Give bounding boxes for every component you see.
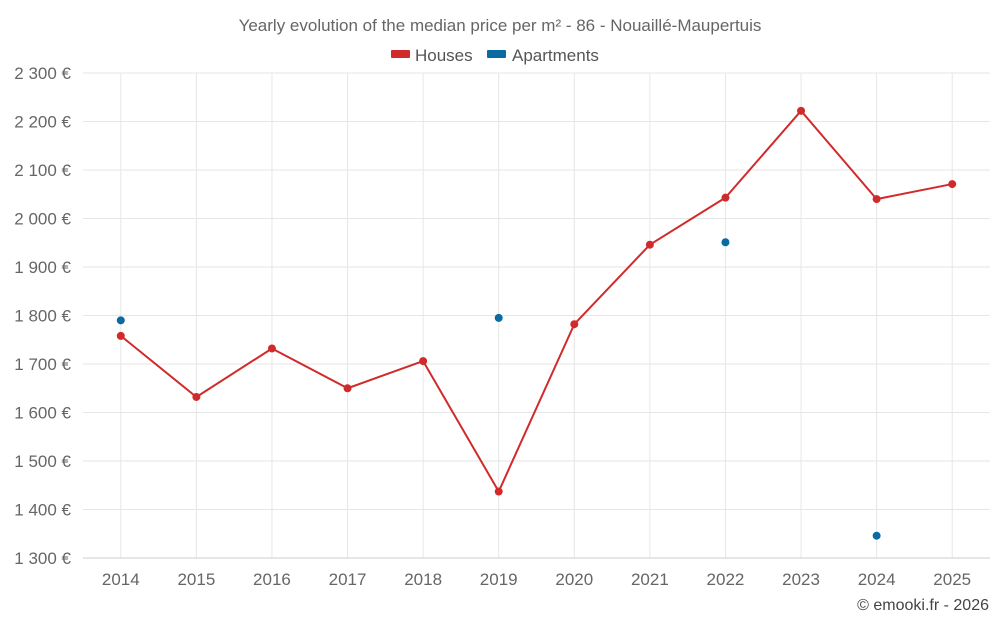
data-point-houses[interactable] bbox=[570, 320, 579, 329]
x-tick-label: 2022 bbox=[707, 570, 745, 589]
credit-text: © emooki.fr - 2026 bbox=[857, 597, 989, 614]
chart-title: Yearly evolution of the median price per… bbox=[239, 16, 762, 35]
y-tick-label: 2 100 € bbox=[14, 161, 71, 180]
data-point-houses[interactable] bbox=[419, 357, 428, 366]
x-tick-label: 2020 bbox=[555, 570, 593, 589]
series-line-houses bbox=[120, 109, 953, 493]
data-point-apartments[interactable] bbox=[116, 316, 125, 325]
legend-label-houses[interactable]: Houses bbox=[415, 46, 473, 65]
data-point-houses[interactable] bbox=[721, 193, 730, 202]
y-tick-label: 2 200 € bbox=[14, 113, 71, 132]
y-tick-label: 1 900 € bbox=[14, 258, 71, 277]
legend-swatch-apartments bbox=[487, 50, 506, 58]
y-tick-label: 1 500 € bbox=[14, 452, 71, 471]
legend-swatch-houses bbox=[391, 50, 410, 58]
data-point-houses[interactable] bbox=[494, 487, 503, 496]
data-point-apartments[interactable] bbox=[494, 313, 503, 322]
x-tick-label: 2017 bbox=[329, 570, 367, 589]
y-tick-label: 1 800 € bbox=[14, 307, 71, 326]
data-point-houses[interactable] bbox=[267, 344, 276, 353]
data-point-houses[interactable] bbox=[797, 106, 806, 115]
data-point-apartments[interactable] bbox=[872, 531, 881, 540]
x-tick-label: 2025 bbox=[933, 570, 971, 589]
y-tick-label: 1 300 € bbox=[14, 549, 71, 568]
x-tick-label: 2014 bbox=[102, 570, 140, 589]
legend-label-apartments[interactable]: Apartments bbox=[512, 46, 599, 65]
x-tick-label: 2018 bbox=[404, 570, 442, 589]
data-point-houses[interactable] bbox=[192, 392, 201, 401]
data-point-houses[interactable] bbox=[948, 180, 957, 189]
axis-layer: 1 300 € 1 400 € 1 500 € 1 600 € 1 700 € 1 800… bbox=[14, 64, 990, 589]
x-tick-label: 2023 bbox=[782, 570, 820, 589]
data-point-houses[interactable] bbox=[645, 240, 654, 249]
y-tick-label: 1 400 € bbox=[14, 501, 71, 520]
data-point-houses[interactable] bbox=[872, 195, 881, 204]
data-point-houses[interactable] bbox=[343, 384, 352, 393]
series-layer bbox=[116, 106, 957, 540]
x-tick-label: 2019 bbox=[480, 570, 518, 589]
data-point-houses[interactable] bbox=[116, 331, 125, 340]
y-tick-label: 1 600 € bbox=[14, 404, 71, 423]
x-tick-label: 2016 bbox=[253, 570, 291, 589]
x-tick-label: 2015 bbox=[177, 570, 215, 589]
x-tick-label: 2024 bbox=[858, 570, 896, 589]
y-tick-label: 2 000 € bbox=[14, 210, 71, 229]
legend: Houses Apartments bbox=[391, 46, 599, 65]
data-point-apartments[interactable] bbox=[721, 238, 730, 247]
y-tick-label: 2 300 € bbox=[14, 64, 71, 83]
grid-layer bbox=[83, 72, 990, 559]
y-tick-label: 1 700 € bbox=[14, 355, 71, 374]
x-tick-label: 2021 bbox=[631, 570, 669, 589]
